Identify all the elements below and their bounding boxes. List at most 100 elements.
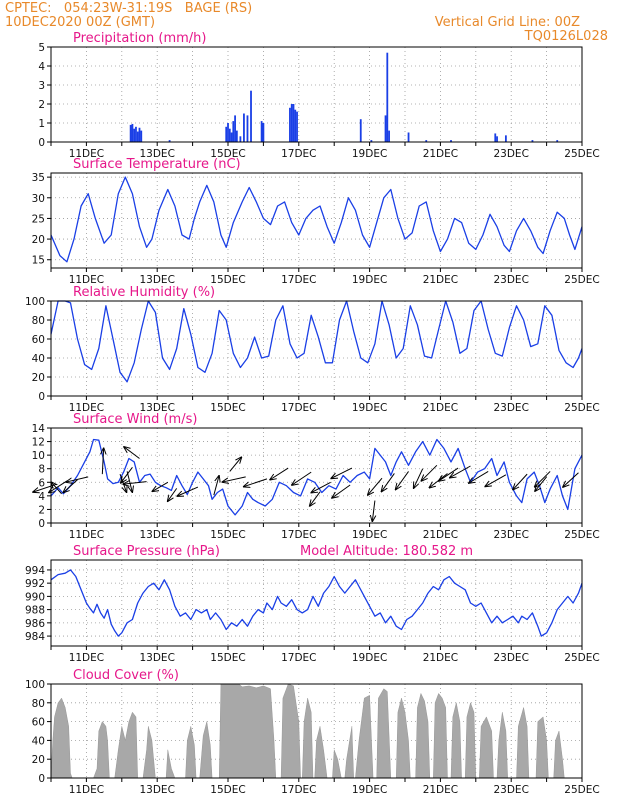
wind-arrow — [229, 457, 242, 472]
y-tick-label: 40 — [32, 735, 45, 747]
wind-arrow — [535, 471, 551, 487]
precip-bar — [235, 130, 238, 142]
precip-bar — [131, 123, 134, 142]
wind-arrow — [469, 470, 489, 483]
x-tick-label: 17DEC — [281, 148, 316, 160]
y-tick-label: 30 — [32, 193, 45, 205]
y-tick-label: 1 — [38, 118, 45, 130]
x-tick-label: 25DEC — [564, 652, 599, 664]
x-tick-label: 13DEC — [139, 529, 174, 541]
panel-title: Surface Temperature (nC) — [73, 157, 241, 172]
y-tick-label: 5 — [38, 42, 45, 54]
precip-bar — [225, 126, 228, 142]
x-tick-label: 23DEC — [493, 529, 528, 541]
precip-bar — [425, 140, 428, 142]
wind-arrow — [421, 464, 438, 481]
y-tick-label: 10 — [32, 450, 45, 462]
y-tick-label: 35 — [32, 172, 45, 184]
precip-bar — [384, 115, 387, 142]
x-tick-label: 21DEC — [423, 402, 458, 414]
y-tick-label: 14 — [32, 423, 46, 435]
wind-arrow — [63, 479, 78, 493]
precip-bar — [228, 128, 231, 142]
y-tick-label: 80 — [32, 315, 45, 327]
panel-temperature: Surface Temperature (nC) 15 20 25 30 35 11DEC 1… — [32, 157, 600, 286]
precip-bar — [292, 104, 295, 142]
precip-bar — [168, 140, 171, 142]
wind-arrow — [311, 481, 331, 492]
y-tick-label: 2 — [38, 99, 45, 111]
plot-frame — [50, 46, 583, 143]
panel-cloud: Cloud Cover (%) 0 20 40 60 80 100 11DEC 13DEC 15D… — [25, 668, 600, 796]
x-tick-label: 15DEC — [210, 402, 245, 414]
wind-arrow — [102, 448, 103, 475]
panel-title: Relative Humidity (%) — [73, 285, 215, 300]
panel-precipitation: Precipitation (mm/h) 0 1 2 3 4 5 11DEC 13DEC 15DE… — [38, 31, 599, 160]
precip-bar — [140, 130, 143, 142]
wind-arrow — [368, 477, 383, 495]
precip-bar — [407, 132, 410, 142]
precip-bar — [504, 135, 507, 142]
panel-title: Surface Wind (m/s) — [73, 412, 197, 427]
precip-bar — [494, 133, 497, 142]
precip-bar — [370, 140, 373, 142]
x-tick-label: 25DEC — [564, 402, 599, 414]
series-line — [50, 300, 583, 383]
x-tick-label: 11DEC — [69, 784, 104, 796]
precip-bar — [234, 115, 236, 142]
y-tick-label: 0 — [38, 391, 45, 403]
x-tick-label: 19DEC — [352, 402, 387, 414]
precip-bar — [531, 140, 534, 142]
plot-frame — [50, 559, 583, 647]
y-tick-label: 15 — [32, 255, 45, 267]
wind-arrow — [123, 482, 147, 485]
precip-bar — [294, 109, 297, 142]
precip-bar — [290, 104, 293, 142]
precip-bar — [556, 140, 559, 142]
wind-arrow — [450, 465, 471, 478]
y-tick-label: 100 — [25, 679, 45, 691]
x-tick-label: 19DEC — [352, 652, 387, 664]
y-tick-label: 992 — [25, 578, 45, 590]
y-tick-label: 2 — [38, 504, 45, 516]
precip-bar — [262, 123, 265, 142]
precip-bar — [138, 127, 141, 142]
x-tick-label: 15DEC — [210, 529, 245, 541]
x-tick-label: 23DEC — [493, 784, 528, 796]
panel-pressure: Surface Pressure (hPa) Model Altitude: 18… — [25, 544, 600, 664]
x-tick-label: 15DEC — [210, 784, 245, 796]
y-tick-label: 3 — [38, 80, 45, 92]
x-tick-label: 11DEC — [69, 274, 104, 286]
x-tick-label: 17DEC — [281, 652, 316, 664]
y-tick-label: 0 — [38, 773, 45, 785]
wind-arrow — [222, 476, 246, 482]
wind-arrow — [292, 471, 312, 485]
x-tick-label: 23DEC — [493, 274, 528, 286]
x-tick-label: 15DEC — [210, 274, 245, 286]
cloud-cover-area — [50, 683, 582, 779]
y-tick-label: 12 — [32, 437, 45, 449]
wind-arrow — [66, 476, 89, 482]
y-tick-label: 6 — [38, 477, 45, 489]
y-tick-label: 4 — [38, 491, 45, 503]
x-tick-label: 17DEC — [281, 274, 316, 286]
y-tick-label: 0 — [38, 137, 45, 149]
plot-frame — [50, 172, 583, 269]
precip-bar — [129, 124, 132, 142]
wind-arrow — [244, 478, 268, 487]
precip-bar — [359, 119, 362, 142]
precip-bar — [230, 132, 233, 142]
series-line — [50, 438, 583, 516]
x-tick-label: 25DEC — [564, 529, 599, 541]
model-altitude-label: Model Altitude: 180.582 m — [300, 544, 473, 559]
y-tick-label: 986 — [25, 618, 45, 630]
precip-bar — [136, 131, 139, 142]
y-tick-label: 8 — [38, 464, 45, 476]
precip-bar — [260, 121, 263, 142]
y-tick-label: 988 — [25, 605, 45, 617]
x-tick-label: 13DEC — [139, 652, 174, 664]
wind-arrow — [168, 488, 178, 501]
precip-bar — [135, 126, 137, 142]
x-tick-label: 21DEC — [423, 529, 458, 541]
